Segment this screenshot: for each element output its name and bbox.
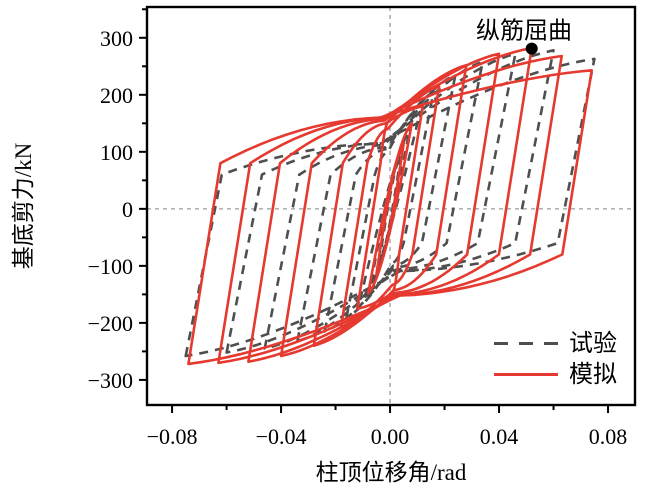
annotation-label: 纵筋屈曲 [476,18,572,45]
tick-label: −300 [88,368,133,393]
tick-label: 0.04 [480,424,519,449]
hysteresis-loop-experiment [225,49,555,354]
annotation-dot [525,42,538,55]
experiment-dashed-line-sample [494,342,558,345]
y-axis-title: 基底剪力/kN [11,142,36,270]
x-axis-title: 柱顶位移角/rad [315,460,467,485]
hysteresis-loop-simulation [366,122,414,295]
tick-label: 100 [100,140,133,165]
tick-label: −100 [88,254,133,279]
tick-label: 200 [100,83,133,108]
hysteresis-loop-simulation [217,54,563,365]
legend-item-simulation: 模拟 [494,359,617,390]
hysteresis-loop-experiment [358,110,422,302]
axis-ticks [139,8,610,413]
zero-reference-lines [147,7,635,405]
tick-label: 0.08 [589,424,628,449]
legend-label-simulation: 模拟 [569,361,617,388]
tick-label: −0.04 [256,424,307,449]
legend-item-experiment: 试验 [494,328,617,359]
series-simulation [187,46,593,366]
tick-label: 0 [122,197,133,222]
axis-tick-labels: −0.08 −0.04 0.00 0.04 0.08 300 200 100 0 −100 −200… [88,26,628,449]
simulation-solid-line-sample [494,373,558,376]
legend-label-experiment: 试验 [569,330,617,357]
hysteresis-loop-experiment [296,60,484,343]
legend: 试验 模拟 [494,328,617,390]
hysteresis-loop-experiment [345,90,435,319]
tick-label: 300 [100,26,133,51]
tick-label: 0.00 [371,424,410,449]
hysteresis-loop-simulation [187,69,593,366]
hysteresis-loop-simulation [279,52,501,358]
tick-label: −200 [88,311,133,336]
tick-label: −0.08 [147,424,198,449]
